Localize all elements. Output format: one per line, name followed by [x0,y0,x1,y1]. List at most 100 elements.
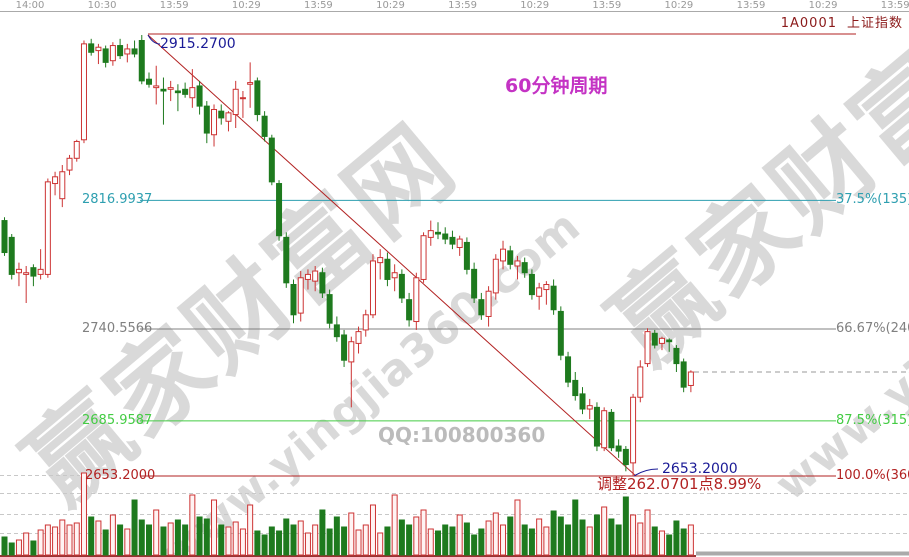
candle [492,258,499,294]
candle [536,287,543,297]
volume-bar [687,524,694,556]
volume-bar [536,518,543,556]
candle [37,268,44,275]
candle [341,334,348,361]
time-tick: 13:59 [736,0,766,11]
volume-bar [586,526,593,556]
time-tick: 13:59 [448,0,478,11]
volume-bar [507,516,514,556]
volume-bar [341,526,348,556]
volume-bar [550,510,557,556]
volume-bar [95,520,102,556]
candle [15,268,22,274]
candle [160,88,167,92]
volume-bar [117,524,124,556]
volume-bar [406,524,413,556]
volume-bar [174,519,181,556]
symbol-label: 1A0001 上证指数 [781,17,903,31]
candle [167,87,174,90]
volume-bar [8,542,15,556]
volume-bar [449,526,456,556]
candle [218,110,225,119]
candle [565,356,572,383]
candle [95,46,102,52]
candle [232,88,239,116]
candle [189,87,196,99]
volume-bar [304,532,311,556]
candle [420,235,427,280]
trendline [147,34,637,477]
candle [673,347,680,365]
volume-bar [211,499,218,556]
volume-bar [297,520,304,556]
fib-6667-price-label: 2740.5566 [82,321,153,336]
volume-bar [500,524,507,556]
volume-bar [124,528,131,556]
volume-bar [312,524,319,556]
time-tick: 14:00 [15,0,45,11]
candle [59,171,66,200]
candle [398,273,405,299]
candle [658,337,665,344]
volume-bar [579,519,586,556]
volume-bar [196,516,203,556]
volume-bar [644,509,651,556]
candle [52,176,59,185]
candle [593,406,600,447]
volume-bar [239,528,246,556]
volume-bar [247,504,254,556]
candle [44,181,51,275]
fib-875-pct-label: 87.5%(315) [836,413,909,428]
candle [88,43,95,53]
volume-bar [225,526,232,556]
candle [254,80,261,116]
volume-bar [651,526,658,556]
volume-bar [673,520,680,556]
time-tick: 10:30 [87,0,117,11]
time-tick: 13:59 [880,0,909,11]
volume-bar [131,499,138,556]
symbol-code: 1A0001 [780,16,837,31]
fib-875-price-label: 2685.9587 [82,413,153,428]
volume-bar [102,529,109,556]
volume-bar [463,522,470,556]
candle [507,250,514,265]
candle [427,230,434,238]
candle [109,45,116,62]
volume-bar [398,519,405,556]
volume-bar [276,530,283,556]
volume-bar [384,526,391,556]
volume-bar [427,528,434,556]
volume-bar [637,522,644,556]
volume-bar [66,524,73,556]
time-tick: 13:59 [303,0,333,11]
candle [413,277,420,323]
candle [146,78,152,85]
candle [333,324,340,338]
volume-bar [442,524,449,556]
candle [304,273,311,280]
low-connector [633,468,659,477]
candle [384,258,391,280]
candle [268,137,275,183]
candle [297,277,304,314]
volume-bar [615,524,622,556]
candle [435,231,441,235]
volume-bar [44,524,51,556]
candle [153,85,160,89]
candle [514,260,521,267]
time-tick: 10:29 [808,0,838,11]
candle [138,40,145,82]
volume-bar [254,530,261,556]
volume-bar [543,526,550,556]
candle [391,272,398,279]
volume-bar [261,534,268,556]
candle [203,105,210,134]
volume-bar [565,524,572,556]
volume-bar [326,528,333,556]
candle [131,48,138,55]
volume-bar [478,528,485,556]
volume-bar [30,540,37,556]
volume-bar [471,534,478,556]
